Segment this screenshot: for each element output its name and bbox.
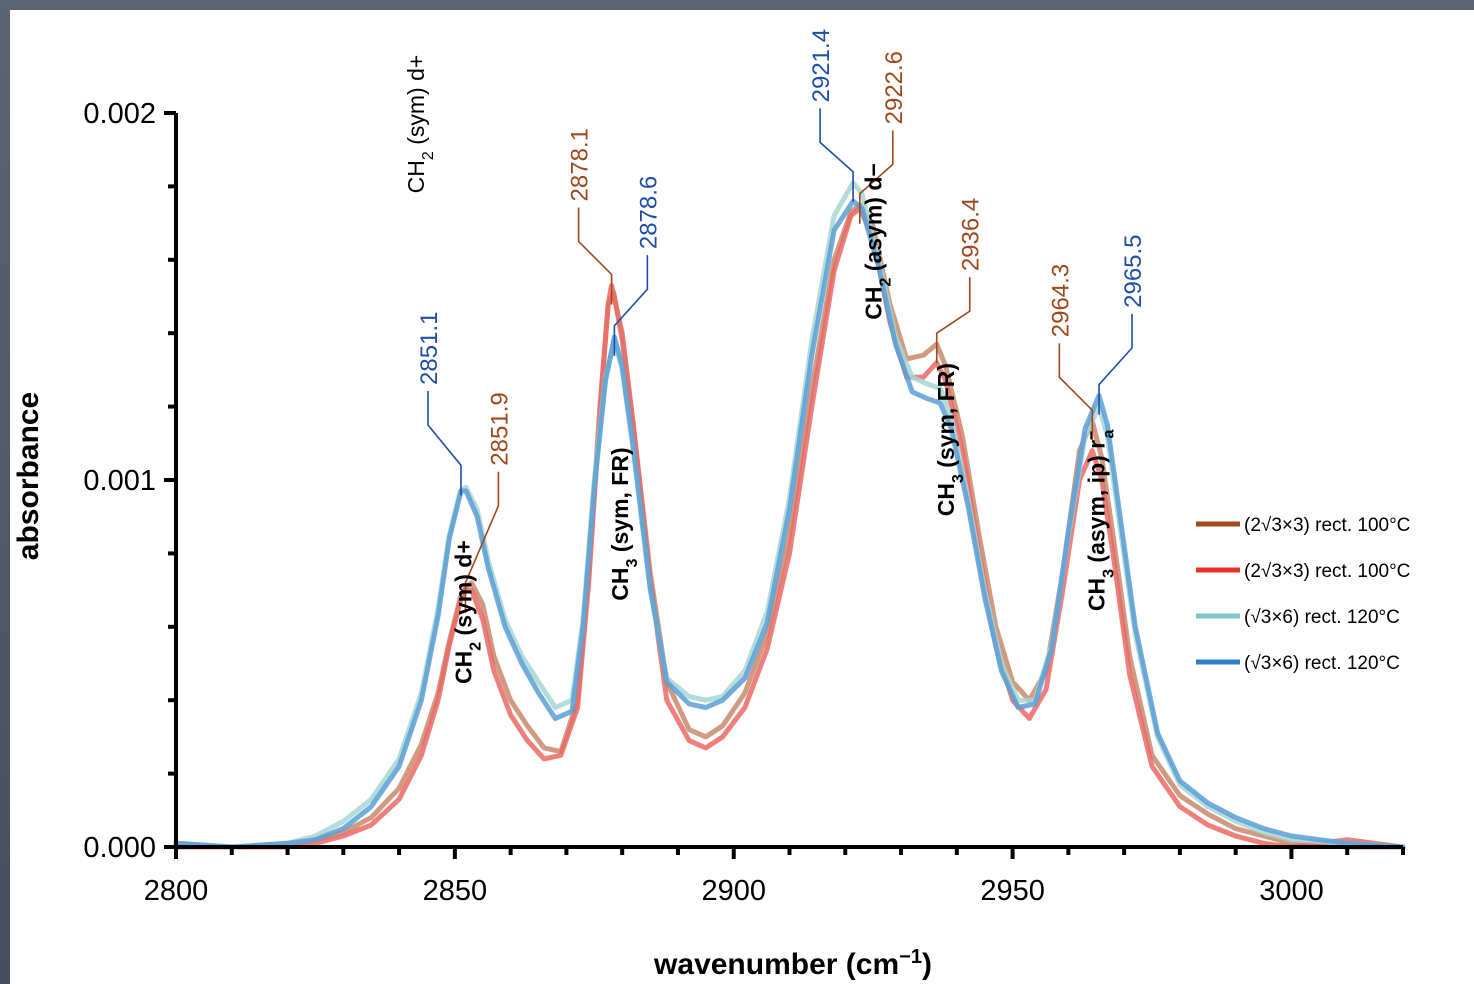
mode-label-rest: (asym) d− [861, 163, 887, 277]
peak-label: 2936.4 [958, 198, 985, 271]
mode-label-ch3-asym-ip: CH3 (asym, ip) r−a [1083, 430, 1117, 612]
mode-label-ch3-sym-fr-2: CH3 (sym, FR) [933, 363, 967, 516]
mode-label-rest: (sym, FR) [933, 363, 959, 474]
peak-label: 2878.6 [635, 176, 662, 249]
x-axis-label-unit-exp: −1 [899, 946, 922, 968]
x-tick-label: 2850 [423, 875, 488, 907]
mode-label-sub: 2 [467, 642, 484, 651]
peak-leader-line [464, 471, 500, 613]
absorbance-chart: 2851.1 2851.9 2878.1 2878.6 2921.4 2922.6 2936… [12, 29, 1410, 981]
x-axis-label: wavenumber (cm−1) [653, 946, 932, 981]
peak-leader-line [1098, 313, 1133, 415]
mode-label-rest: (sym) d+ [403, 55, 429, 151]
x-tick-label: 2950 [980, 875, 1045, 907]
peak-leader-line [935, 277, 971, 364]
x-tick-label: 3000 [1259, 875, 1324, 907]
y-axis-label: absorbance [12, 392, 45, 560]
peak-leader-line [1058, 343, 1094, 441]
mode-label-base: CH [403, 160, 429, 193]
legend-label: (2√3×3) rect. 100°C [1244, 561, 1410, 582]
mode-label-ch3-sym-fr-1: CH3 (sym, FR) [607, 447, 641, 600]
series-line-2 [173, 205, 1406, 850]
x-axis-label-main: wavenumber (cm [653, 948, 899, 981]
chart-frame: 2851.1 2851.9 2878.1 2878.6 2921.4 2922.6 2936… [10, 10, 1474, 984]
mode-label-sub: 3 [1100, 569, 1117, 578]
mode-label-ch2-sym: CH2 (sym) d+ [451, 540, 485, 684]
series-line-4 [173, 198, 1406, 850]
peak-label: 2851.1 [416, 312, 443, 385]
peak-leader-line [427, 390, 462, 496]
x-axis-label-close: ) [922, 948, 932, 981]
mode-label-base: CH [861, 286, 887, 319]
mode-label-ch2-asym: CH2 (asym) d− [861, 163, 895, 320]
mode-label-base: CH [933, 483, 959, 516]
mode-label-sub: 2 [420, 151, 437, 160]
mode-label-sub: 2 [877, 277, 894, 286]
legend: (2√3×3) rect. 100°C (2√3×3) rect. 100°C (√… [1196, 515, 1410, 674]
mode-label-base: CH [451, 651, 477, 684]
mode-label-base: CH [607, 567, 633, 600]
x-tick-label: 2900 [701, 875, 766, 907]
mode-label-sub2: a [1100, 430, 1117, 439]
series-group [173, 180, 1406, 850]
y-tick-label: 0.002 [83, 98, 156, 130]
peak-leader-line [819, 108, 854, 202]
mode-label-ch2-sym-top: CH2 (sym) d+ [403, 55, 437, 194]
peak-label: 2922.6 [881, 51, 908, 124]
y-tick-label: 0.000 [83, 832, 156, 864]
x-tick-label: 2800 [144, 875, 209, 907]
peak-label: 2851.9 [486, 392, 513, 465]
mode-label-base: CH [1084, 578, 1110, 611]
mode-label-sub: 3 [623, 558, 640, 567]
peak-label: 2878.1 [567, 128, 594, 201]
legend-label: (2√3×3) rect. 100°C [1244, 515, 1410, 536]
mode-label-sup: − [1083, 431, 1100, 440]
mode-label-rest: (asym, ip) r [1084, 440, 1110, 569]
peak-leader-line [858, 130, 894, 224]
axes-group: 0.000 0.001 0.002 2800 2850 2900 2950 3000 [83, 98, 1405, 907]
peak-leader-line [577, 207, 613, 305]
peak-label: 2921.4 [808, 29, 835, 102]
mode-annotations: CH2 (sym) d+CH2 (sym) d+ CH3 (sym, FR)CH2… [403, 55, 1117, 684]
mode-label-rest: (sym, FR) [607, 447, 633, 558]
mode-label-rest: (sym) d+ [451, 540, 477, 642]
mode-label-sub: 3 [950, 474, 967, 483]
peak-label: 2964.3 [1047, 264, 1074, 337]
legend-label: (√3×6) rect. 120°C [1244, 607, 1400, 628]
legend-label: (√3×6) rect. 120°C [1244, 653, 1400, 674]
peak-label: 2965.5 [1120, 234, 1147, 307]
peak-leader-line [613, 255, 649, 356]
y-tick-label: 0.001 [83, 465, 156, 497]
peak-annotations: 2851.1 2851.9 2878.1 2878.6 2921.4 2922.6 2936… [416, 29, 1147, 613]
